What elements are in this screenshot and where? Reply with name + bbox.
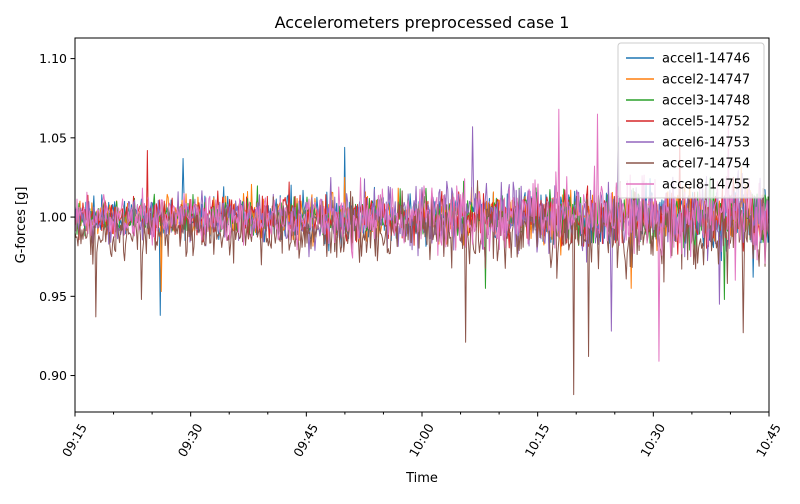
series-line-accel8-14755 bbox=[75, 108, 769, 362]
legend-label: accel1-14746 bbox=[662, 52, 750, 67]
legend-label: accel6-14753 bbox=[662, 136, 750, 151]
y-tick-label: 0.95 bbox=[39, 289, 67, 304]
plot-lines bbox=[75, 108, 769, 396]
legend-box bbox=[617, 42, 765, 199]
y-axis-ticks: 0.90 0.95 1.00 1.05 1.10 bbox=[39, 51, 75, 383]
y-tick-label: 0.90 bbox=[39, 368, 67, 383]
legend-label: accel8-14755 bbox=[662, 178, 750, 193]
legend-label: accel2-14747 bbox=[662, 73, 750, 88]
y-tick-label: 1.05 bbox=[39, 130, 67, 145]
legend-label: accel5-14752 bbox=[662, 115, 750, 130]
y-tick-label: 1.00 bbox=[39, 210, 67, 225]
legend-label: accel3-14748 bbox=[662, 94, 750, 109]
legend: accel1-14746 accel2-14747 accel3-14748 acce… bbox=[617, 42, 765, 199]
chart-title: Accelerometers preprocessed case 1 bbox=[275, 13, 570, 32]
y-axis-label: G-forces [g] bbox=[14, 187, 29, 264]
y-tick-label: 1.10 bbox=[39, 51, 67, 66]
legend-label: accel7-14754 bbox=[662, 157, 750, 172]
x-axis-label: Time bbox=[405, 471, 438, 486]
